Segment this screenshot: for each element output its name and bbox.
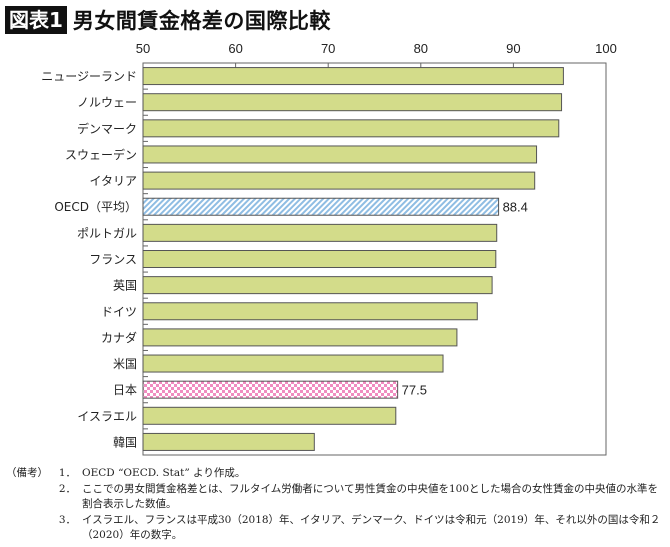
category-label: 米国 xyxy=(113,357,137,371)
figure-tag: 図表1 xyxy=(5,6,67,34)
category-label: デンマーク xyxy=(77,121,137,136)
note-2: 2． ここでの男女間賃金格差とは、フルタイム労働者について男性賃金の中央値を10… xyxy=(6,482,662,513)
category-label: フランス xyxy=(89,253,137,267)
category-label: OECD（平均） xyxy=(54,200,137,214)
category-label: スウェーデン xyxy=(65,147,137,162)
data-label: 88.4 xyxy=(503,200,528,215)
note-text: ここでの男女間賃金格差とは、フルタイム労働者について男性賃金の中央値を100とし… xyxy=(82,482,659,511)
title-text: 男女間賃金格差の国際比較 xyxy=(72,9,331,33)
notes-head: （備考） xyxy=(6,467,48,479)
bar xyxy=(142,93,563,112)
bar xyxy=(142,145,538,164)
bar xyxy=(142,197,500,216)
category-label: イタリア xyxy=(89,174,137,188)
bar xyxy=(142,67,564,86)
x-tick-label: 60 xyxy=(228,41,242,56)
category-label: 韓国 xyxy=(113,435,137,449)
bar xyxy=(142,380,399,399)
notes: （備考） 1． OECD “OECD. Stat” より作成。 2． ここでの男… xyxy=(6,466,662,544)
x-tick-label: 80 xyxy=(414,41,428,56)
bar xyxy=(142,406,397,425)
note-number: 3． xyxy=(58,513,76,526)
bar xyxy=(142,328,458,347)
note-text: OECD “OECD. Stat” より作成。 xyxy=(82,467,246,479)
bar xyxy=(142,354,444,373)
bar xyxy=(142,119,560,138)
category-label: ポルトガル xyxy=(77,226,137,240)
category-label: ドイツ xyxy=(101,305,137,319)
bar xyxy=(142,223,498,242)
category-label: ノルウェー xyxy=(77,96,137,110)
note-number: 1． xyxy=(58,467,76,479)
note-text: イスラエル、フランスは平成30（2018）年、イタリア、デンマーク、ドイツは令和… xyxy=(82,513,661,542)
bar xyxy=(142,302,478,321)
note-number: 2． xyxy=(58,482,76,495)
bar xyxy=(142,250,497,268)
x-tick-label: 50 xyxy=(136,41,150,56)
category-label: ニュージーランド xyxy=(41,70,137,84)
bar xyxy=(142,171,536,190)
note-3: 3． イスラエル、フランスは平成30（2018）年、イタリア、デンマーク、ドイツ… xyxy=(6,513,662,544)
x-tick-label: 90 xyxy=(506,41,520,56)
bar xyxy=(142,276,493,295)
x-tick-label: 100 xyxy=(595,41,617,56)
category-label: 日本 xyxy=(113,383,137,397)
bar-chart: 50 60 70 80 90 100 ニュージーランドノルウェーデンマークスウェーデンイタリ… xyxy=(41,41,617,456)
x-tick-label: 70 xyxy=(321,41,335,56)
category-label: カナダ xyxy=(101,330,137,345)
category-label: イスラエル xyxy=(77,409,137,423)
bar xyxy=(142,432,315,451)
note-1: （備考） 1． OECD “OECD. Stat” より作成。 xyxy=(6,466,662,482)
category-label: 英国 xyxy=(113,279,137,293)
data-label: 77.5 xyxy=(402,383,427,398)
chart-title: 図表1 男女間賃金格差の国際比較 xyxy=(5,5,331,35)
